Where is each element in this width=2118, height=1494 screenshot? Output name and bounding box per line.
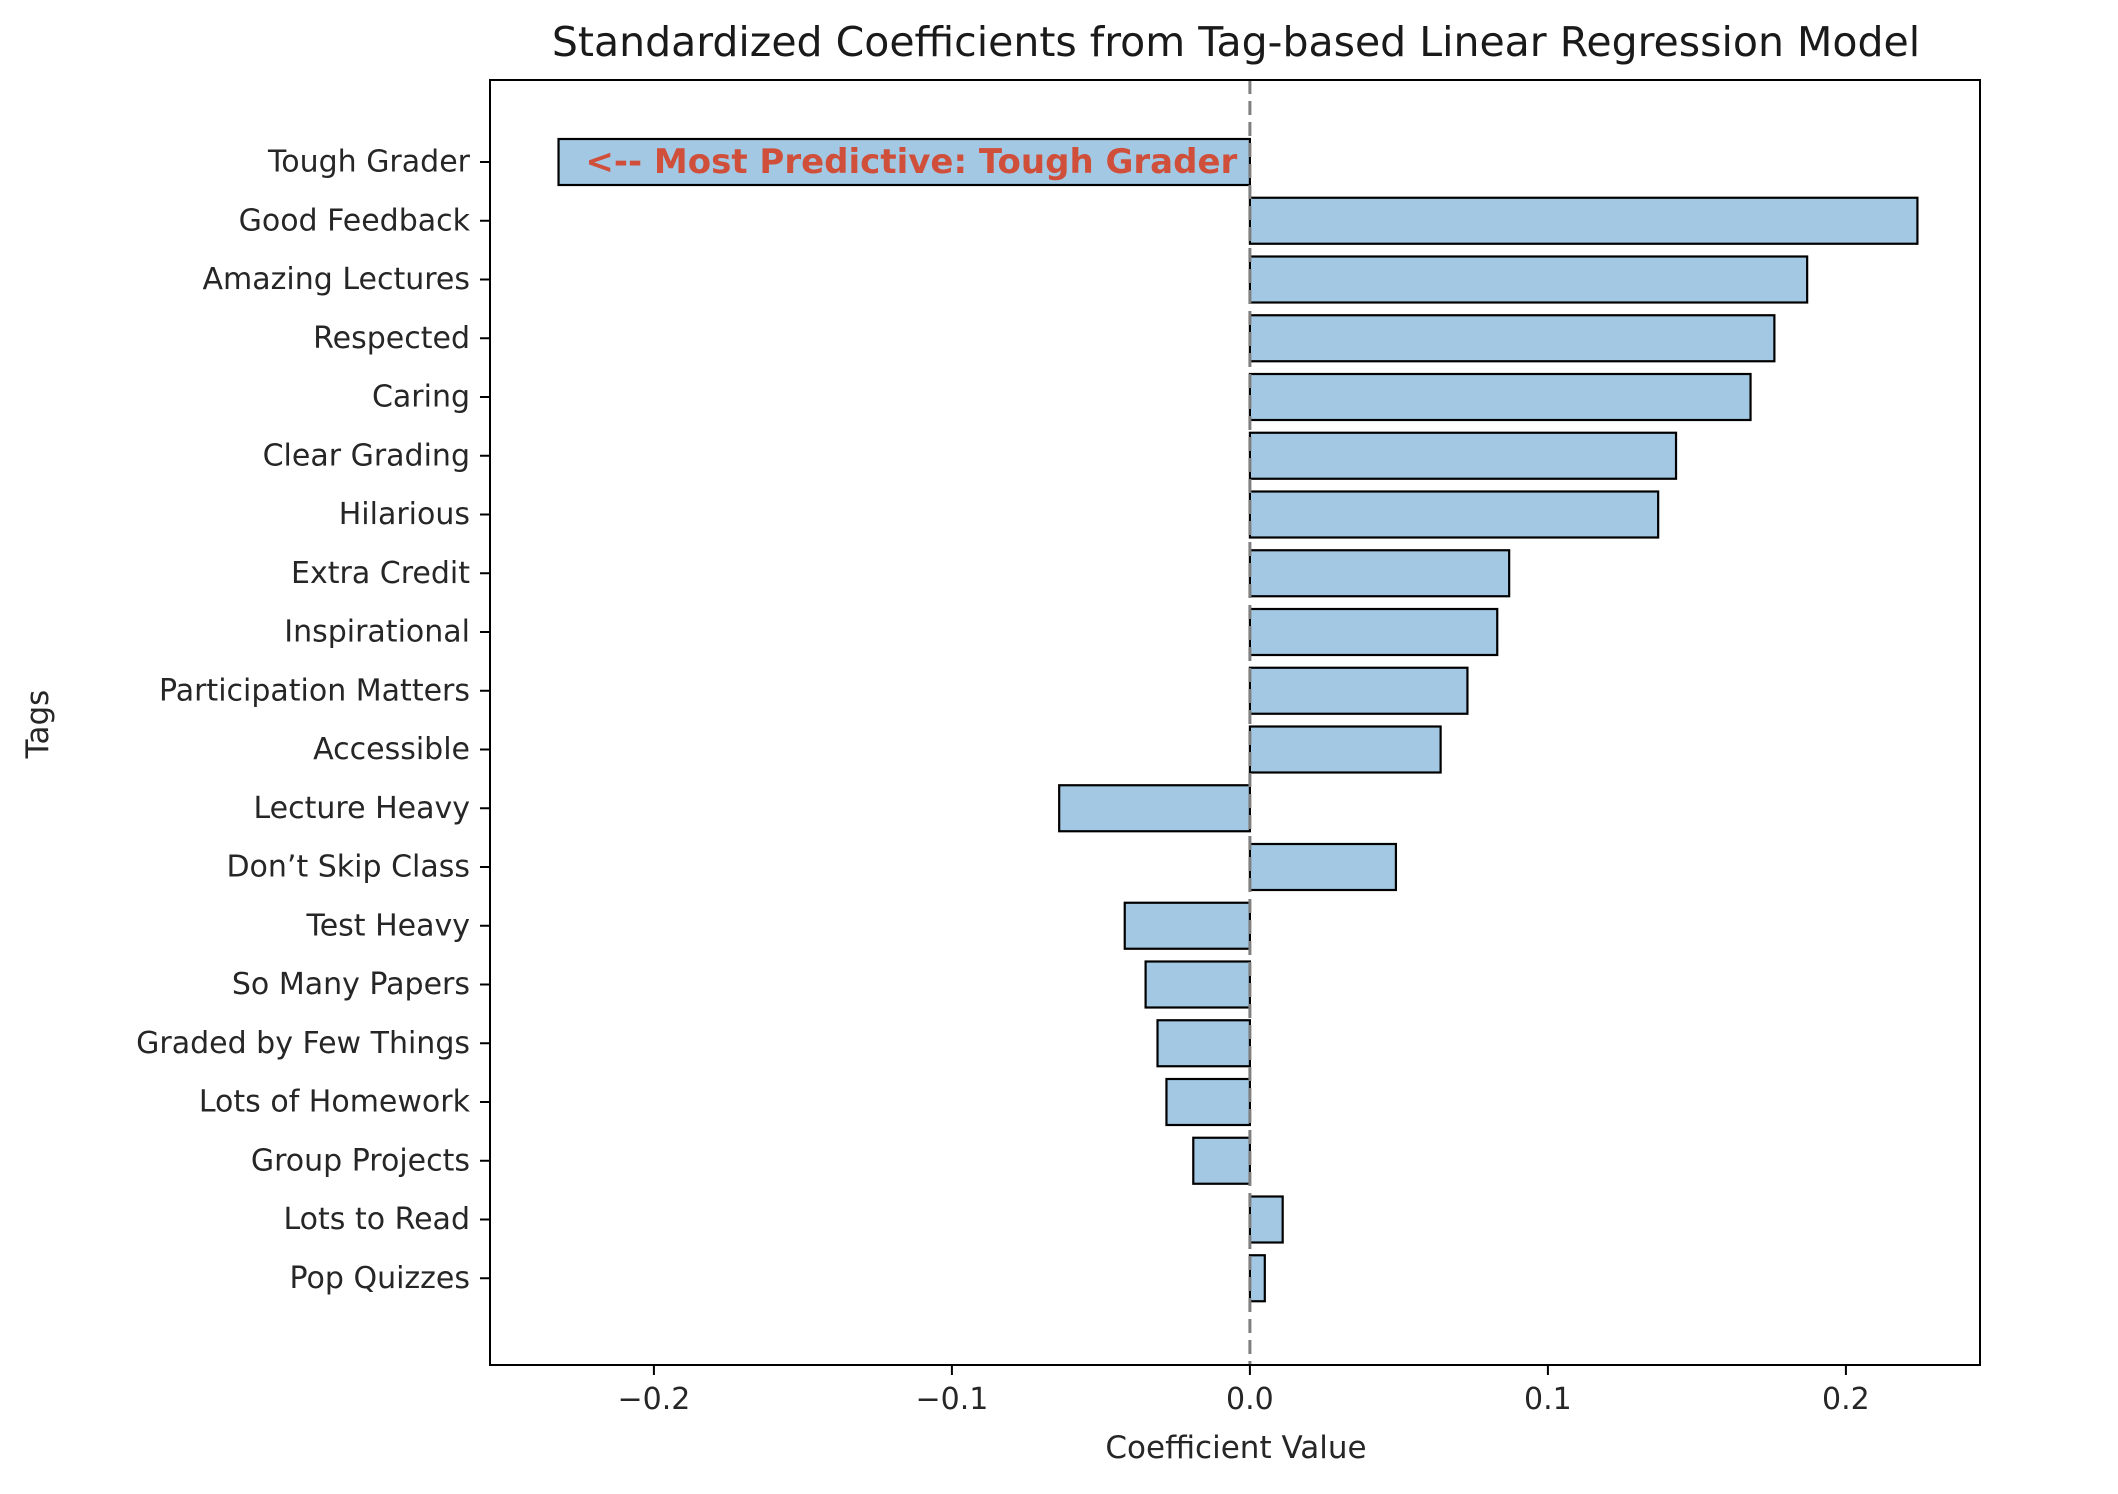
y-tick-label: Graded by Few Things	[136, 1026, 470, 1061]
bar-graded-by-few-things	[1156, 1019, 1252, 1068]
y-tick-label: So Many Papers	[232, 967, 470, 1002]
bar-accessible	[1248, 725, 1442, 774]
y-tick-label: Extra Credit	[291, 556, 470, 591]
bar-hilarious	[1248, 490, 1660, 539]
bar-lots-of-homework	[1165, 1077, 1251, 1127]
plot-area-frame	[489, 79, 1981, 1366]
bar-participation-matters	[1248, 666, 1469, 715]
x-tick-label: 0.0	[1226, 1382, 1274, 1417]
y-tick-label: Caring	[372, 380, 470, 415]
bar-so-many-papers	[1144, 960, 1251, 1009]
y-tick-label: Pop Quizzes	[290, 1261, 471, 1296]
y-axis-title: Tags	[20, 690, 56, 760]
y-tick-label: Participation Matters	[159, 673, 470, 708]
y-tick-label: Lots of Homework	[199, 1085, 471, 1120]
bar-pop-quizzes	[1248, 1254, 1266, 1303]
y-tick-label: Inspirational	[284, 615, 470, 650]
y-tick-label: Amazing Lectures	[203, 262, 470, 297]
bar-good-feedback	[1248, 196, 1919, 245]
x-tick-label: 0.2	[1822, 1382, 1870, 1417]
x-tick-label: 0.1	[1524, 1382, 1572, 1417]
y-tick-label: Don’t Skip Class	[226, 850, 470, 885]
bars-layer	[557, 137, 1919, 1303]
bar-group-projects	[1192, 1136, 1252, 1185]
x-axis-title: Coefficient Value	[1105, 1430, 1366, 1466]
x-tick-label: −0.2	[617, 1382, 690, 1417]
y-tick-label: Lecture Heavy	[254, 791, 471, 826]
bar-inspirational	[1248, 607, 1499, 657]
bar-lecture-heavy	[1058, 784, 1252, 833]
y-tick-label: Hilarious	[339, 497, 470, 532]
chart-title: Standardized Coefficients from Tag-based…	[552, 18, 1920, 66]
x-tick-label: −0.1	[915, 1382, 988, 1417]
bar-caring	[1248, 372, 1752, 422]
y-tick-label: Good Feedback	[239, 203, 471, 238]
y-tick-label: Group Projects	[251, 1143, 470, 1178]
bar-tough-grader	[557, 137, 1251, 187]
y-tick-label: Test Heavy	[305, 908, 470, 943]
bar-amazing-lectures	[1248, 255, 1809, 304]
most-predictive-annotation: <-- Most Predictive: Tough Grader	[585, 142, 1237, 182]
y-tick-label: Lots to Read	[283, 1202, 470, 1237]
bar-don-t-skip-class	[1248, 842, 1398, 892]
y-tick-label: Clear Grading	[263, 438, 470, 473]
y-tick-label: Tough Grader	[267, 145, 471, 180]
bar-lots-to-read	[1248, 1195, 1284, 1244]
bar-clear-grading	[1248, 431, 1678, 480]
bar-respected	[1248, 314, 1776, 363]
bar-extra-credit	[1248, 549, 1511, 598]
bar-test-heavy	[1123, 901, 1251, 950]
ticks-layer: Tough Grader Good Feedback Amazing Lecture…	[136, 145, 1870, 1418]
y-tick-label: Respected	[313, 321, 470, 356]
y-tick-label: Accessible	[313, 732, 470, 767]
